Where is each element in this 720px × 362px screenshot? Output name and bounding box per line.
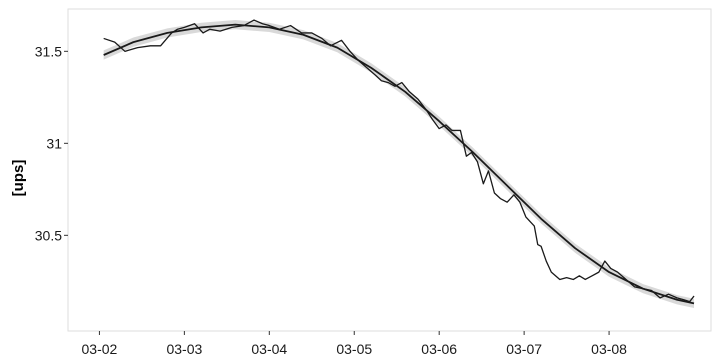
x-tick-label: 03-04 [251,341,287,357]
y-tick-label: 31.5 [35,43,62,59]
fitted-series-line [103,23,695,305]
x-tick-label: 03-05 [336,341,372,357]
x-tick-label: 03-08 [591,341,627,357]
x-tick-label: 03-03 [166,341,202,357]
y-axis-title: [ups] [10,160,27,197]
y-axis: 30.5 31 31.5 [35,43,68,243]
y-tick-label: 31 [46,135,62,151]
x-tick-label: 03-07 [506,341,542,357]
x-axis: 03-02 03-03 03-04 03-05 03-06 03-07 03-08 [82,331,627,357]
y-tick-label: 30.5 [35,227,62,243]
observed-series-line [103,19,695,303]
series-layer [103,19,695,308]
plot-panel [67,8,712,332]
x-tick-label: 03-02 [82,341,118,357]
x-tick-label: 03-06 [421,341,457,357]
